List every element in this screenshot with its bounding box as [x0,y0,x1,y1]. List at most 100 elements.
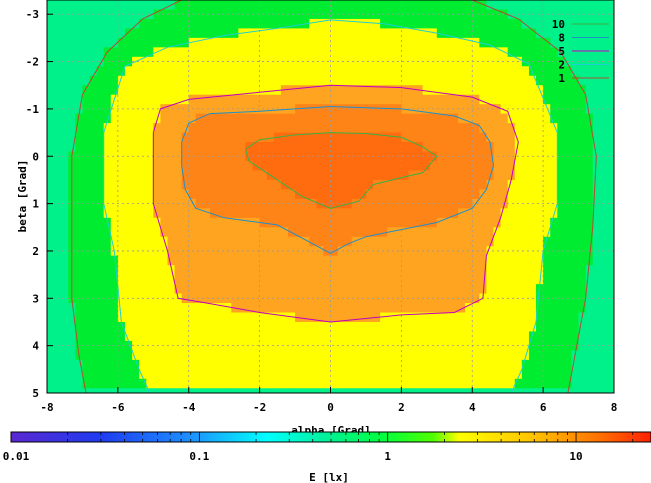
heatmap-cell [436,104,445,115]
heatmap-cell [231,350,239,361]
heatmap-cell [238,75,247,86]
heatmap-cell [323,303,332,314]
heatmap-cell [373,293,381,304]
heatmap-cell [436,170,445,181]
heatmap-cell [337,198,346,209]
heatmap-cell [117,350,126,361]
heatmap-cell [351,18,360,30]
heatmap-cell [571,123,580,134]
heatmap-cell [557,350,565,361]
heatmap-cell [358,331,367,342]
heatmap-cell [217,265,225,276]
heatmap-cell [543,312,551,323]
heatmap-cell [550,66,558,77]
heatmap-cell [146,303,154,314]
heatmap-cell [287,246,296,257]
heatmap-cell [117,378,126,389]
heatmap-cell [124,217,133,228]
heatmap-cell [245,208,254,219]
heatmap-cell [450,331,459,342]
heatmap-cell [415,340,424,351]
heatmap-cell [75,9,84,20]
heatmap-cell [210,350,218,361]
heatmap-cell [245,0,254,11]
heatmap-cell [592,9,601,20]
heatmap-cell [465,227,473,238]
heatmap-cell [373,123,381,134]
heatmap-cell [415,104,424,115]
heatmap-cell [231,113,239,124]
heatmap-cell [160,255,169,266]
heatmap-cell [89,321,98,333]
heatmap-cell [146,151,154,162]
heatmap-cell [465,359,473,370]
heatmap-cell [543,236,551,247]
heatmap-cell [365,56,374,67]
heatmap-cell [450,113,459,124]
heatmap-cell [543,331,551,342]
heatmap-cell [316,123,325,134]
heatmap-cell [344,170,353,181]
heatmap-cell [323,94,332,105]
heatmap-cell [500,75,509,86]
heatmap-cell [465,151,473,162]
heatmap-cell [401,18,410,30]
heatmap-cell [585,293,594,304]
heatmap-cell [458,28,466,39]
heatmap-cell [344,227,353,238]
heatmap-cell [585,265,594,276]
heatmap-cell [422,321,431,333]
heatmap-cell [302,66,310,77]
heatmap-cell [429,123,438,134]
heatmap-cell [422,160,431,172]
heatmap-cell [202,47,211,58]
heatmap-cell [181,123,190,134]
heatmap-cell [139,331,147,342]
heatmap-cell [195,142,204,153]
heatmap-cell [380,28,388,39]
heatmap-cell [202,113,211,124]
heatmap-cell [543,388,551,393]
heatmap-cell [543,284,551,295]
heatmap-cell [521,47,530,58]
heatmap-cell [415,66,424,77]
heatmap-cell [528,85,537,96]
heatmap-cell [450,208,459,219]
heatmap-cell [61,179,69,190]
heatmap-cell [153,378,161,389]
heatmap-cell [380,274,388,285]
heatmap-cell [344,208,353,219]
heatmap-cell [195,104,204,115]
heatmap-cell [124,142,133,153]
heatmap-cell [528,388,537,393]
heatmap-cell [61,0,69,11]
heatmap-cell [365,321,374,333]
heatmap-cell [110,198,119,209]
heatmap-cell [592,236,601,247]
heatmap-cell [309,227,317,238]
heatmap-cell [188,37,197,48]
heatmap-cell [436,274,445,285]
heatmap-cell [465,132,473,143]
heatmap-cell [500,28,509,39]
heatmap-cell [351,303,360,314]
heatmap-cell [47,160,55,172]
heatmap-cell [103,274,112,285]
heatmap-cell [479,113,488,124]
heatmap-cell [96,113,105,124]
heatmap-cell [174,331,183,342]
heatmap-cell [415,0,424,11]
heatmap-cell [351,104,360,115]
heatmap-cell [89,132,98,143]
heatmap-cell [429,312,438,323]
heatmap-cell [259,179,268,190]
heatmap-cell [585,142,594,153]
heatmap-cell [174,85,183,96]
heatmap-cell [486,66,495,77]
heatmap-cell [174,227,183,238]
heatmap-cell [578,0,587,11]
heatmap-cell [323,331,332,342]
heatmap-cell [592,56,601,67]
heatmap-cell [160,151,169,162]
heatmap-cell [110,9,119,20]
